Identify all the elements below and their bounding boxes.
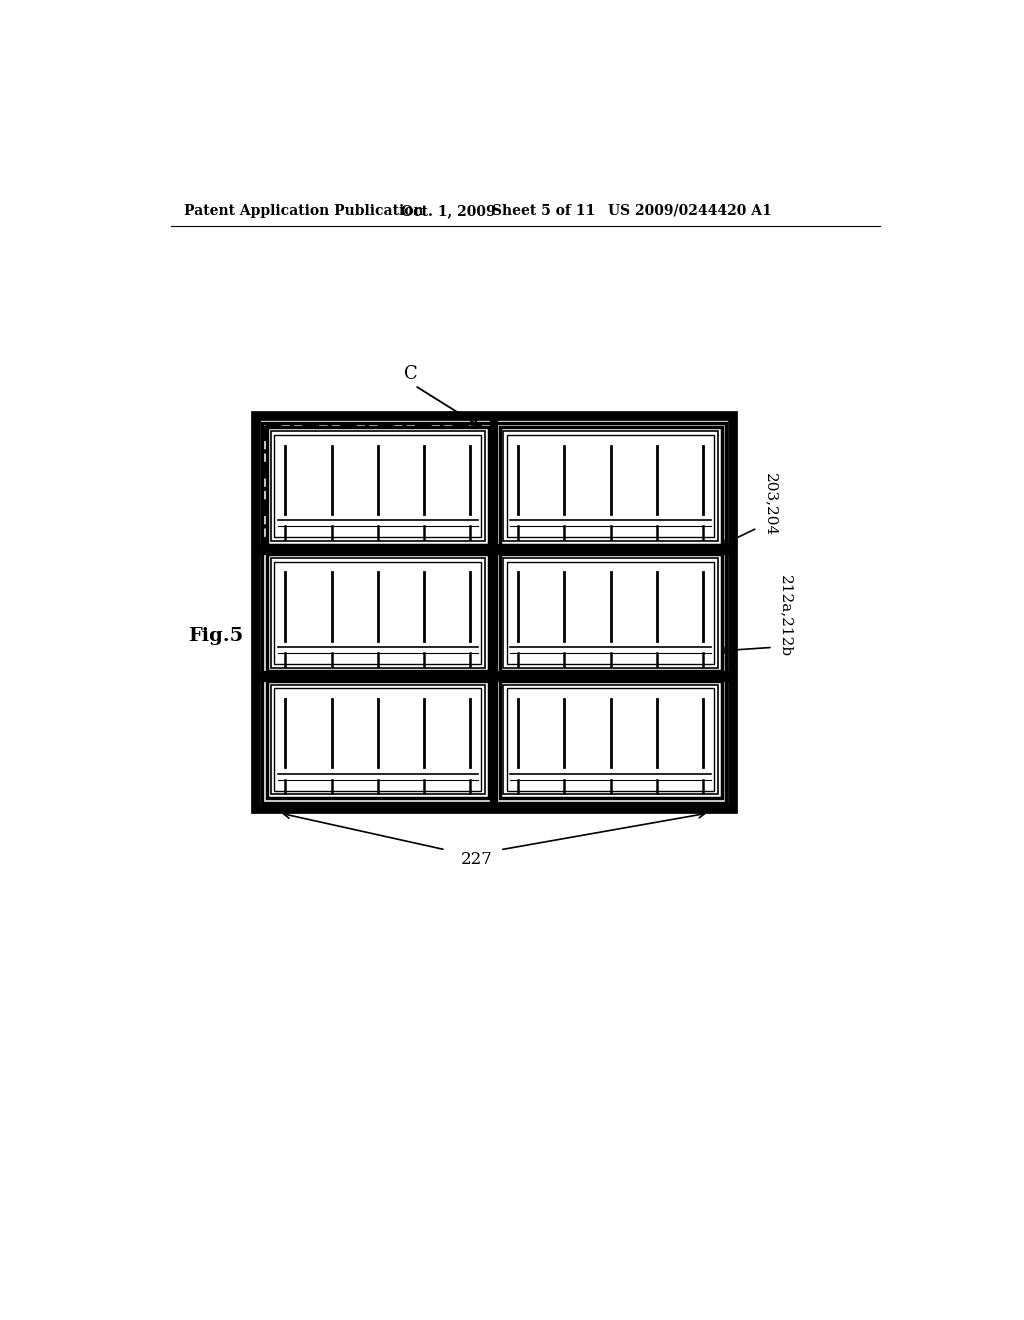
- Bar: [500, 681, 722, 799]
- Text: 227: 227: [461, 850, 493, 867]
- Bar: [274, 561, 481, 664]
- Bar: [500, 554, 722, 672]
- Bar: [270, 558, 485, 668]
- Bar: [507, 434, 714, 537]
- Bar: [504, 558, 718, 668]
- Bar: [274, 689, 481, 791]
- Bar: [500, 428, 722, 545]
- Bar: [270, 685, 485, 795]
- Bar: [504, 685, 718, 795]
- Text: Fig.5: Fig.5: [188, 627, 244, 644]
- Bar: [507, 689, 714, 791]
- Bar: [266, 681, 488, 799]
- Bar: [256, 416, 732, 809]
- Text: Sheet 5 of 11: Sheet 5 of 11: [493, 203, 596, 218]
- Bar: [262, 422, 726, 803]
- Text: US 2009/0244420 A1: US 2009/0244420 A1: [608, 203, 772, 218]
- Bar: [265, 425, 490, 546]
- Text: Patent Application Publication: Patent Application Publication: [183, 203, 424, 218]
- Text: 212a,212b: 212a,212b: [779, 576, 793, 657]
- Text: C: C: [404, 366, 418, 383]
- Bar: [266, 428, 488, 545]
- Text: 203,204: 203,204: [764, 474, 777, 536]
- Bar: [270, 430, 485, 541]
- Bar: [266, 554, 488, 672]
- Text: Oct. 1, 2009: Oct. 1, 2009: [400, 203, 496, 218]
- Bar: [507, 561, 714, 664]
- Bar: [274, 434, 481, 537]
- Bar: [504, 430, 718, 541]
